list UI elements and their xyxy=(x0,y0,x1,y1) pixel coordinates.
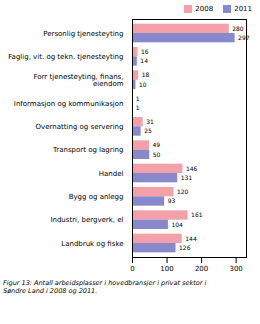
svg-text:1: 1 xyxy=(136,95,140,102)
svg-text:14: 14 xyxy=(140,57,148,64)
svg-text:Industri, bergverk, el: Industri, bergverk, el xyxy=(50,216,123,224)
svg-text:131: 131 xyxy=(181,174,193,181)
svg-text:31: 31 xyxy=(146,118,154,125)
html-text:2008: 2008 xyxy=(195,5,214,13)
svg-text:0: 0 xyxy=(130,265,134,273)
svg-text:93: 93 xyxy=(168,197,176,204)
svg-text:104: 104 xyxy=(171,221,183,228)
svg-text:Overnatting og servering: Overnatting og servering xyxy=(36,123,124,131)
svg-text:297: 297 xyxy=(238,34,250,41)
svg-text:Faglig, vit. og tekn. tjeneste: Faglig, vit. og tekn. tjenesteyting xyxy=(8,53,123,61)
svg-text:16: 16 xyxy=(141,48,149,55)
svg-text:Forr tjenesteyting, finans, ei: Forr tjenesteyting, finans, eiendom xyxy=(34,73,124,88)
svg-text:100: 100 xyxy=(160,265,173,273)
svg-text:161: 161 xyxy=(191,211,203,218)
svg-text:Handel: Handel xyxy=(99,170,124,178)
svg-text:Informasjon og kommunikasjon: Informasjon og kommunikasjon xyxy=(14,100,124,108)
svg-text:50: 50 xyxy=(153,151,161,158)
svg-text:10: 10 xyxy=(139,81,147,88)
svg-text:18: 18 xyxy=(142,71,150,78)
svg-text:Transport og lagring: Transport og lagring xyxy=(52,146,123,154)
svg-text:49: 49 xyxy=(152,141,160,148)
svg-text:144: 144 xyxy=(185,235,197,242)
svg-text:200: 200 xyxy=(195,265,208,273)
svg-text:25: 25 xyxy=(144,127,152,134)
svg-text:126: 126 xyxy=(179,244,191,251)
svg-text:300: 300 xyxy=(229,265,242,273)
html-text:Figur 13: Antall arbeidsplasse: Figur 13: Antall arbeidsplasser i hovedb… xyxy=(3,279,207,296)
svg-text:280: 280 xyxy=(232,25,244,32)
html-text:2011: 2011 xyxy=(234,5,252,13)
svg-text:146: 146 xyxy=(186,165,198,172)
svg-text:Landbruk og fiske: Landbruk og fiske xyxy=(61,240,123,248)
svg-text:Bygg og anlegg: Bygg og anlegg xyxy=(69,193,124,201)
svg-text:Personlig tjenesteyting: Personlig tjenesteyting xyxy=(43,30,123,38)
svg-text:120: 120 xyxy=(177,188,189,195)
svg-text:1: 1 xyxy=(136,104,140,111)
